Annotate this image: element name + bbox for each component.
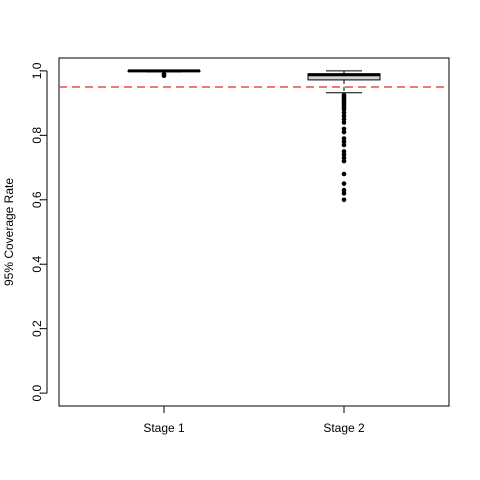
y-tick-label: 0.8	[30, 127, 44, 144]
y-tick-label: 1.0	[30, 62, 44, 79]
outlier	[341, 197, 347, 203]
outlier	[341, 187, 347, 193]
outlier	[341, 149, 347, 154]
x-tick-label: Stage 2	[323, 421, 365, 435]
plot-frame	[58, 57, 450, 407]
y-tick-label: 0.4	[30, 256, 44, 273]
outlier	[341, 120, 347, 125]
y-tick-label: 0.2	[30, 320, 44, 337]
y-tick-label: 0.0	[30, 384, 44, 401]
y-axis-label: 95% Coverage Rate	[2, 178, 16, 286]
outlier	[341, 116, 347, 122]
y-tick-label: 0.6	[30, 191, 44, 208]
outlier	[161, 73, 167, 79]
outlier	[341, 129, 347, 135]
outlier	[341, 191, 347, 196]
outlier	[341, 142, 347, 148]
outlier	[341, 113, 347, 119]
outlier	[341, 152, 347, 157]
x-tick-label: Stage 1	[143, 421, 185, 435]
outlier	[341, 107, 347, 112]
outlier	[341, 158, 347, 164]
outlier	[341, 110, 347, 116]
outlier	[341, 136, 347, 141]
outlier	[341, 171, 347, 177]
outlier	[341, 181, 347, 186]
outlier	[341, 139, 347, 145]
outlier	[341, 155, 347, 161]
outlier	[341, 126, 347, 132]
